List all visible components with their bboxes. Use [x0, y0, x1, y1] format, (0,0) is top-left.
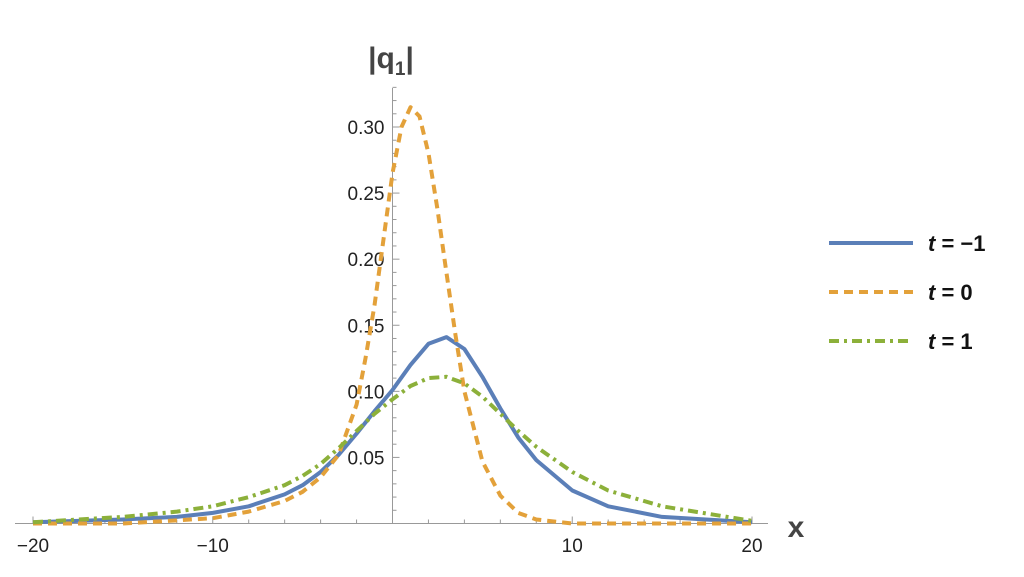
series-line-dashed — [33, 105, 752, 526]
y-tick-label: 0.05 — [348, 448, 385, 469]
x-tick-label: 20 — [741, 536, 762, 557]
axes — [15, 88, 768, 524]
legend-label: t = 1 — [928, 329, 973, 354]
series-layer — [32, 105, 753, 526]
ticks: −20 −10 10 20 0.05 0.10 0.15 0.20 0.25 0.30 — [17, 86, 763, 557]
x-tick-label: −10 — [197, 536, 229, 557]
x-tick-label: 10 — [562, 536, 583, 557]
x-axis-title: x — [788, 511, 805, 544]
series-line-dashdot — [32, 374, 753, 525]
legend-label: t = −1 — [928, 231, 985, 256]
y-tick-label: 0.20 — [348, 250, 385, 271]
series-line-solid — [32, 335, 753, 525]
x-tick-label: −20 — [17, 536, 49, 557]
y-tick-label: 0.30 — [348, 118, 385, 139]
y-axis-title: |q1| — [368, 42, 414, 80]
y-tick-label: 0.25 — [348, 184, 385, 205]
y-tick-label: 0.10 — [348, 382, 385, 403]
legend: t = −1 t = 0 t = 1 — [829, 231, 985, 354]
legend-label: t = 0 — [928, 280, 973, 305]
y-tick-label: 0.15 — [348, 316, 385, 337]
